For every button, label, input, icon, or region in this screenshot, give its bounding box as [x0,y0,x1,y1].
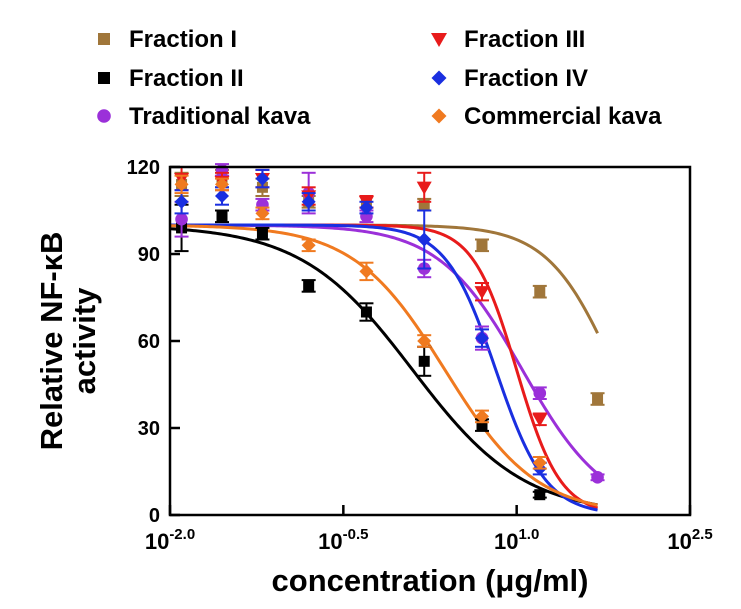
data-point [255,206,270,221]
fit-curve-fraction-iv [170,223,598,512]
legend-marker [97,109,111,123]
data-point [216,210,228,222]
x-tick-label: 102.5 [667,526,712,554]
legend-marker [98,33,110,45]
y-tick-label: 120 [127,157,160,179]
x-tick-label: 10-2.0 [145,526,195,554]
x-axis-title: concentration (μg/ml) [272,563,589,598]
data-point [475,331,489,346]
y-tick-label: 90 [138,244,160,266]
y-axis-title: Relative NF-κB activity [34,232,102,451]
data-point [417,334,432,348]
data-point [534,489,546,501]
data-point [534,286,546,298]
series-traditional-kava [174,163,605,484]
y-tick-label: 30 [138,418,160,440]
legend-label: Fraction III [464,26,585,53]
data-point [360,306,372,318]
legend-label: Traditional kava [129,103,311,130]
x-tick-label: 10-0.5 [318,526,368,554]
y-axis-title-line1: Relative NF-κB [34,232,69,451]
y-axis-title-line2: activity [67,287,102,395]
data-point [592,393,604,405]
data-point [303,280,315,292]
fit-curves [169,223,599,512]
data-point [359,264,374,279]
legend-item-fraction-ii: Fraction II [98,65,244,92]
x-axis-ticks: 10-2.0 10-0.5 101.0 102.5 [145,505,713,554]
data-point [418,199,430,211]
legend-item-fraction-iii: Fraction III [431,26,585,53]
series-fraction-i [174,168,605,406]
legend-item-commercial-kava: Commercial kava [431,103,662,130]
data-point [476,419,488,431]
data-point [215,189,229,203]
data-point [416,181,432,195]
fit-curve-fraction-iii [170,223,599,510]
data-point [475,409,489,424]
data-point [532,413,548,427]
legend: Fraction I Fraction II Traditional kava Fra… [97,26,662,130]
data-point [174,177,189,192]
fit-curve-fraction-ii [169,227,598,507]
legend-label: Fraction II [129,65,244,92]
data-point [476,239,488,251]
data-point [256,228,268,240]
fit-curve-commercial-kava [169,224,598,507]
fit-curve-traditional-kava [169,223,599,475]
data-point [474,286,490,300]
legend-marker [431,70,447,86]
y-tick-label: 60 [138,331,160,353]
legend-item-traditional-kava: Traditional kava [97,103,311,130]
series-commercial-kava [174,174,547,470]
series-fraction-ii [174,203,547,501]
legend-marker [98,72,110,84]
data-point [255,171,270,186]
data-point [417,232,432,247]
data-point [591,471,604,484]
data-point [215,177,229,192]
fit-curve-fraction-i [170,223,599,334]
data-point [533,386,547,400]
legend-item-fraction-i: Fraction I [98,26,237,53]
plot-area [168,163,692,517]
y-axis-ticks: 0 30 60 90 120 [127,157,180,527]
data-point [359,200,374,215]
data-point [301,238,316,253]
data-points [174,163,605,501]
legend-label: Fraction IV [464,65,588,92]
y-tick-label: 0 [149,505,160,527]
legend-label: Fraction I [129,26,237,53]
legend-marker [431,108,447,124]
data-point [532,455,547,470]
data-point [301,194,316,209]
data-point [175,212,188,226]
data-point [174,194,189,209]
data-point [418,355,430,367]
legend-label: Commercial kava [464,103,662,130]
x-tick-label: 101.0 [494,526,539,554]
legend-item-fraction-iv: Fraction IV [431,65,588,92]
legend-marker [431,33,447,47]
